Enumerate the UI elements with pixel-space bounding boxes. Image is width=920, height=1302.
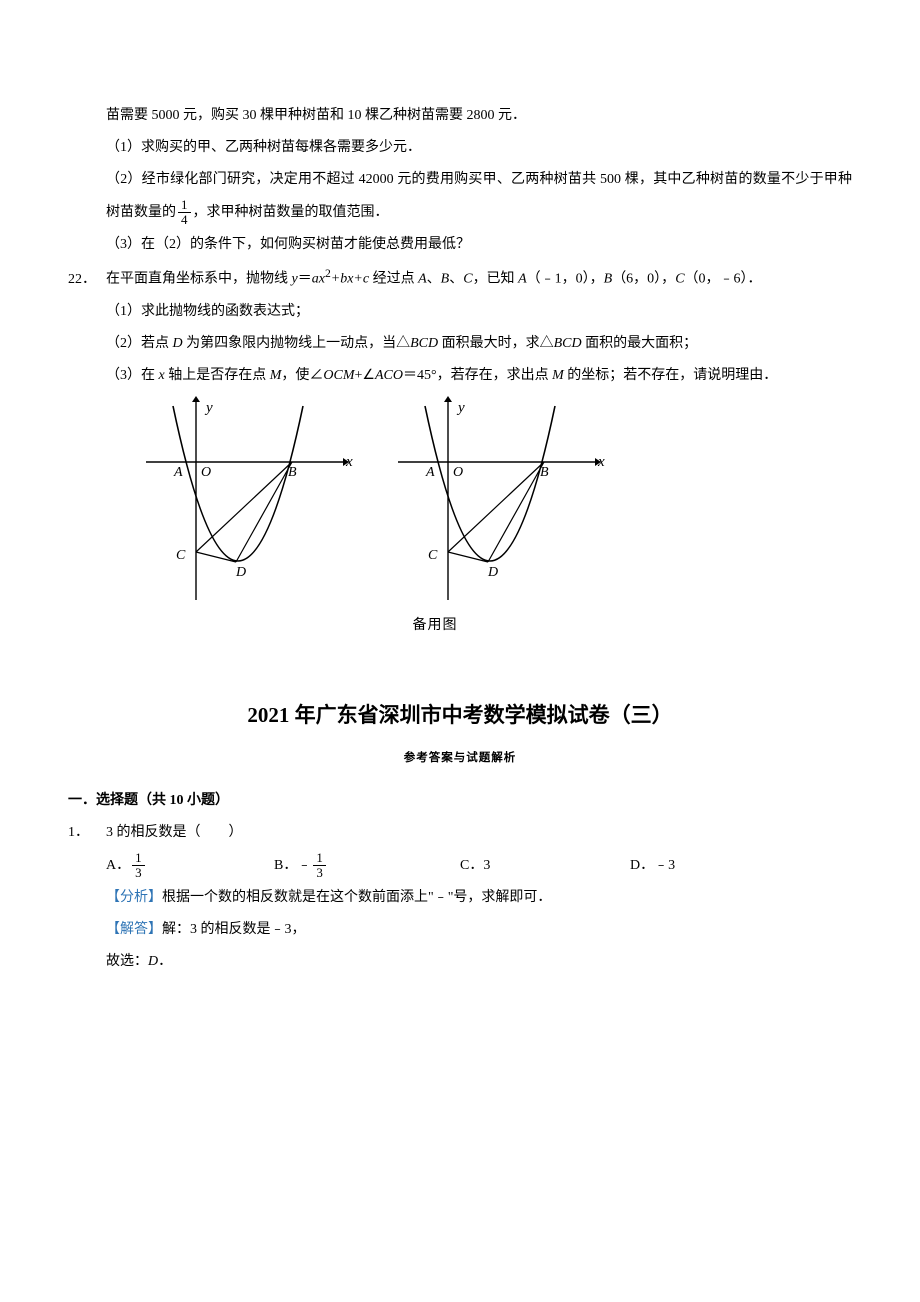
q22: 22．在平面直角坐标系中，抛物线 y＝ax2+bx+c 经过点 A、B、C，已知… bbox=[68, 261, 852, 641]
fenxi-text: 根据一个数的相反数就是在这个数前面添上"﹣"号，求解即可． bbox=[162, 890, 551, 905]
p2d: 面积的最大面积； bbox=[582, 336, 698, 351]
ans-q1-jieda: 【解答】解：3 的相反数是﹣3， bbox=[68, 914, 852, 946]
q22-stem-b: 经过点 bbox=[369, 272, 418, 287]
dot1: 、 bbox=[427, 272, 441, 287]
opt-a-frac: 13 bbox=[132, 851, 145, 881]
svg-text:y: y bbox=[456, 400, 465, 416]
option-a: A．13 bbox=[106, 850, 274, 882]
ans-q1-guxuan: 故选：D． bbox=[68, 946, 852, 978]
p3d: +∠ bbox=[355, 368, 375, 383]
answers-subtitle: 参考答案与试题解析 bbox=[68, 745, 852, 771]
tri-BCD2: BCD bbox=[554, 336, 582, 351]
pt-C: C bbox=[463, 272, 472, 287]
ang-ACO: ACO bbox=[375, 368, 403, 383]
frac-num: 1 bbox=[178, 198, 191, 213]
q21-part3: （3）在（2）的条件下，如何购买树苗才能使总费用最低？ bbox=[68, 229, 852, 261]
svg-text:O: O bbox=[201, 465, 211, 480]
pt-C2: C bbox=[675, 272, 684, 287]
p2a: （2）若点 bbox=[106, 336, 173, 351]
paren1: （﹣1，0）， bbox=[527, 272, 604, 287]
pt-M2: M bbox=[552, 368, 564, 383]
section-1-heading: 一．选择题（共 10 小题） bbox=[68, 785, 852, 817]
parabola-graph-2: y x O A B C D bbox=[390, 396, 610, 606]
ans-q1-options: A．13 B．﹣13 C．3 D．﹣3 bbox=[68, 850, 852, 882]
ans-q1-fenxi: 【分析】根据一个数的相反数就是在这个数前面添上"﹣"号，求解即可． bbox=[68, 882, 852, 914]
figure-caption: 备用图 bbox=[138, 608, 852, 640]
q22-stem-a: 在平面直角坐标系中，抛物线 bbox=[106, 272, 292, 287]
opt-a-label: A． bbox=[106, 858, 130, 873]
ans-q1-stem: 1．3 的相反数是（ ） bbox=[68, 817, 852, 849]
q22-stem-c: ，已知 bbox=[473, 272, 519, 287]
q21-part2b: ，求甲种树苗数量的取值范围． bbox=[193, 205, 389, 220]
guxuan-c: ． bbox=[158, 954, 172, 969]
ang-OCM: OCM bbox=[323, 368, 354, 383]
q22-part3: （3）在 x 轴上是否存在点 M，使∠OCM+∠ACO＝45°，若存在，求出点 … bbox=[68, 360, 852, 392]
svg-text:C: C bbox=[176, 548, 186, 563]
svg-text:O: O bbox=[453, 465, 463, 480]
q21-part2: （2）经市绿化部门研究，决定用不超过 42000 元的费用购买甲、乙两种树苗共 … bbox=[68, 164, 852, 228]
svg-text:D: D bbox=[487, 565, 498, 580]
ans-q1-num: 1． bbox=[68, 817, 106, 849]
svg-text:D: D bbox=[235, 565, 246, 580]
q22-stem: 22．在平面直角坐标系中，抛物线 y＝ax2+bx+c 经过点 A、B、C，已知… bbox=[68, 261, 852, 296]
jieda-tag: 【解答】 bbox=[106, 922, 162, 937]
option-d: D．﹣3 bbox=[630, 850, 852, 882]
guxuan-b: D bbox=[148, 954, 158, 969]
answers-title: 2021 年广东省深圳市中考数学模拟试卷（三） bbox=[68, 691, 852, 739]
fenxi-tag: 【分析】 bbox=[106, 890, 162, 905]
svg-text:x: x bbox=[597, 454, 605, 470]
q21-line0: 苗需要 5000 元，购买 30 棵甲种树苗和 10 棵乙种树苗需要 2800 … bbox=[68, 100, 852, 132]
option-c: C．3 bbox=[460, 850, 630, 882]
svg-text:C: C bbox=[428, 548, 438, 563]
frac-num-b: 1 bbox=[313, 851, 326, 866]
pt-B2: B bbox=[604, 272, 613, 287]
p3f: 的坐标；若不存在，请说明理由． bbox=[564, 368, 778, 383]
pt-A: A bbox=[418, 272, 427, 287]
frac-num-a: 1 bbox=[132, 851, 145, 866]
svg-text:y: y bbox=[204, 400, 213, 416]
q22-part1: （1）求此抛物线的函数表达式； bbox=[68, 296, 852, 328]
ans-q1-stem-text: 3 的相反数是（ ） bbox=[106, 825, 243, 840]
svg-text:B: B bbox=[288, 465, 297, 480]
pt-A2: A bbox=[518, 272, 527, 287]
parabola-graph-1: y x O A B C D bbox=[138, 396, 358, 606]
opt-b-frac: 13 bbox=[313, 851, 326, 881]
q22-part2: （2）若点 D 为第四象限内抛物线上一动点，当△BCD 面积最大时，求△BCD … bbox=[68, 328, 852, 360]
frac-den: 4 bbox=[178, 213, 191, 227]
p3b: 轴上是否存在点 bbox=[165, 368, 270, 383]
eq-sign: ＝ bbox=[298, 272, 312, 287]
p2c: 面积最大时，求△ bbox=[438, 336, 554, 351]
jieda-text: 解：3 的相反数是﹣3， bbox=[162, 922, 306, 937]
fraction-1-4: 14 bbox=[178, 198, 191, 228]
tri-BCD: BCD bbox=[410, 336, 438, 351]
var-bxc: +bx+c bbox=[331, 272, 369, 287]
p3c: ，使∠ bbox=[281, 368, 323, 383]
opt-b-neg: ﹣ bbox=[297, 858, 311, 873]
q22-num: 22． bbox=[68, 264, 106, 296]
svg-text:x: x bbox=[345, 454, 353, 470]
p3e: ＝45°，若存在，求出点 bbox=[403, 368, 552, 383]
q21-part1: （1）求购买的甲、乙两种树苗每棵各需要多少元． bbox=[68, 132, 852, 164]
paren3: （0，﹣6）． bbox=[685, 272, 762, 287]
q22-figures: y x O A B C D y x O A B C D 备用图 bbox=[68, 396, 852, 640]
pt-M: M bbox=[270, 368, 282, 383]
paren2: （6，0）， bbox=[612, 272, 675, 287]
svg-text:A: A bbox=[425, 465, 435, 480]
p3a: （3）在 bbox=[106, 368, 159, 383]
svg-text:B: B bbox=[540, 465, 549, 480]
ans-q1: 1．3 的相反数是（ ） A．13 B．﹣13 C．3 D．﹣3 【分析】根据一… bbox=[68, 817, 852, 978]
dot2: 、 bbox=[449, 272, 463, 287]
svg-text:A: A bbox=[173, 465, 183, 480]
frac-den-b: 3 bbox=[313, 866, 326, 880]
frac-den-a: 3 bbox=[132, 866, 145, 880]
pt-B: B bbox=[441, 272, 450, 287]
page-content: 苗需要 5000 元，购买 30 棵甲种树苗和 10 棵乙种树苗需要 2800 … bbox=[68, 100, 852, 978]
p2b: 为第四象限内抛物线上一动点，当△ bbox=[183, 336, 411, 351]
var-ax: ax bbox=[312, 272, 325, 287]
pt-D: D bbox=[173, 336, 183, 351]
option-b: B．﹣13 bbox=[274, 850, 460, 882]
guxuan-a: 故选： bbox=[106, 954, 148, 969]
opt-b-label: B． bbox=[274, 858, 297, 873]
